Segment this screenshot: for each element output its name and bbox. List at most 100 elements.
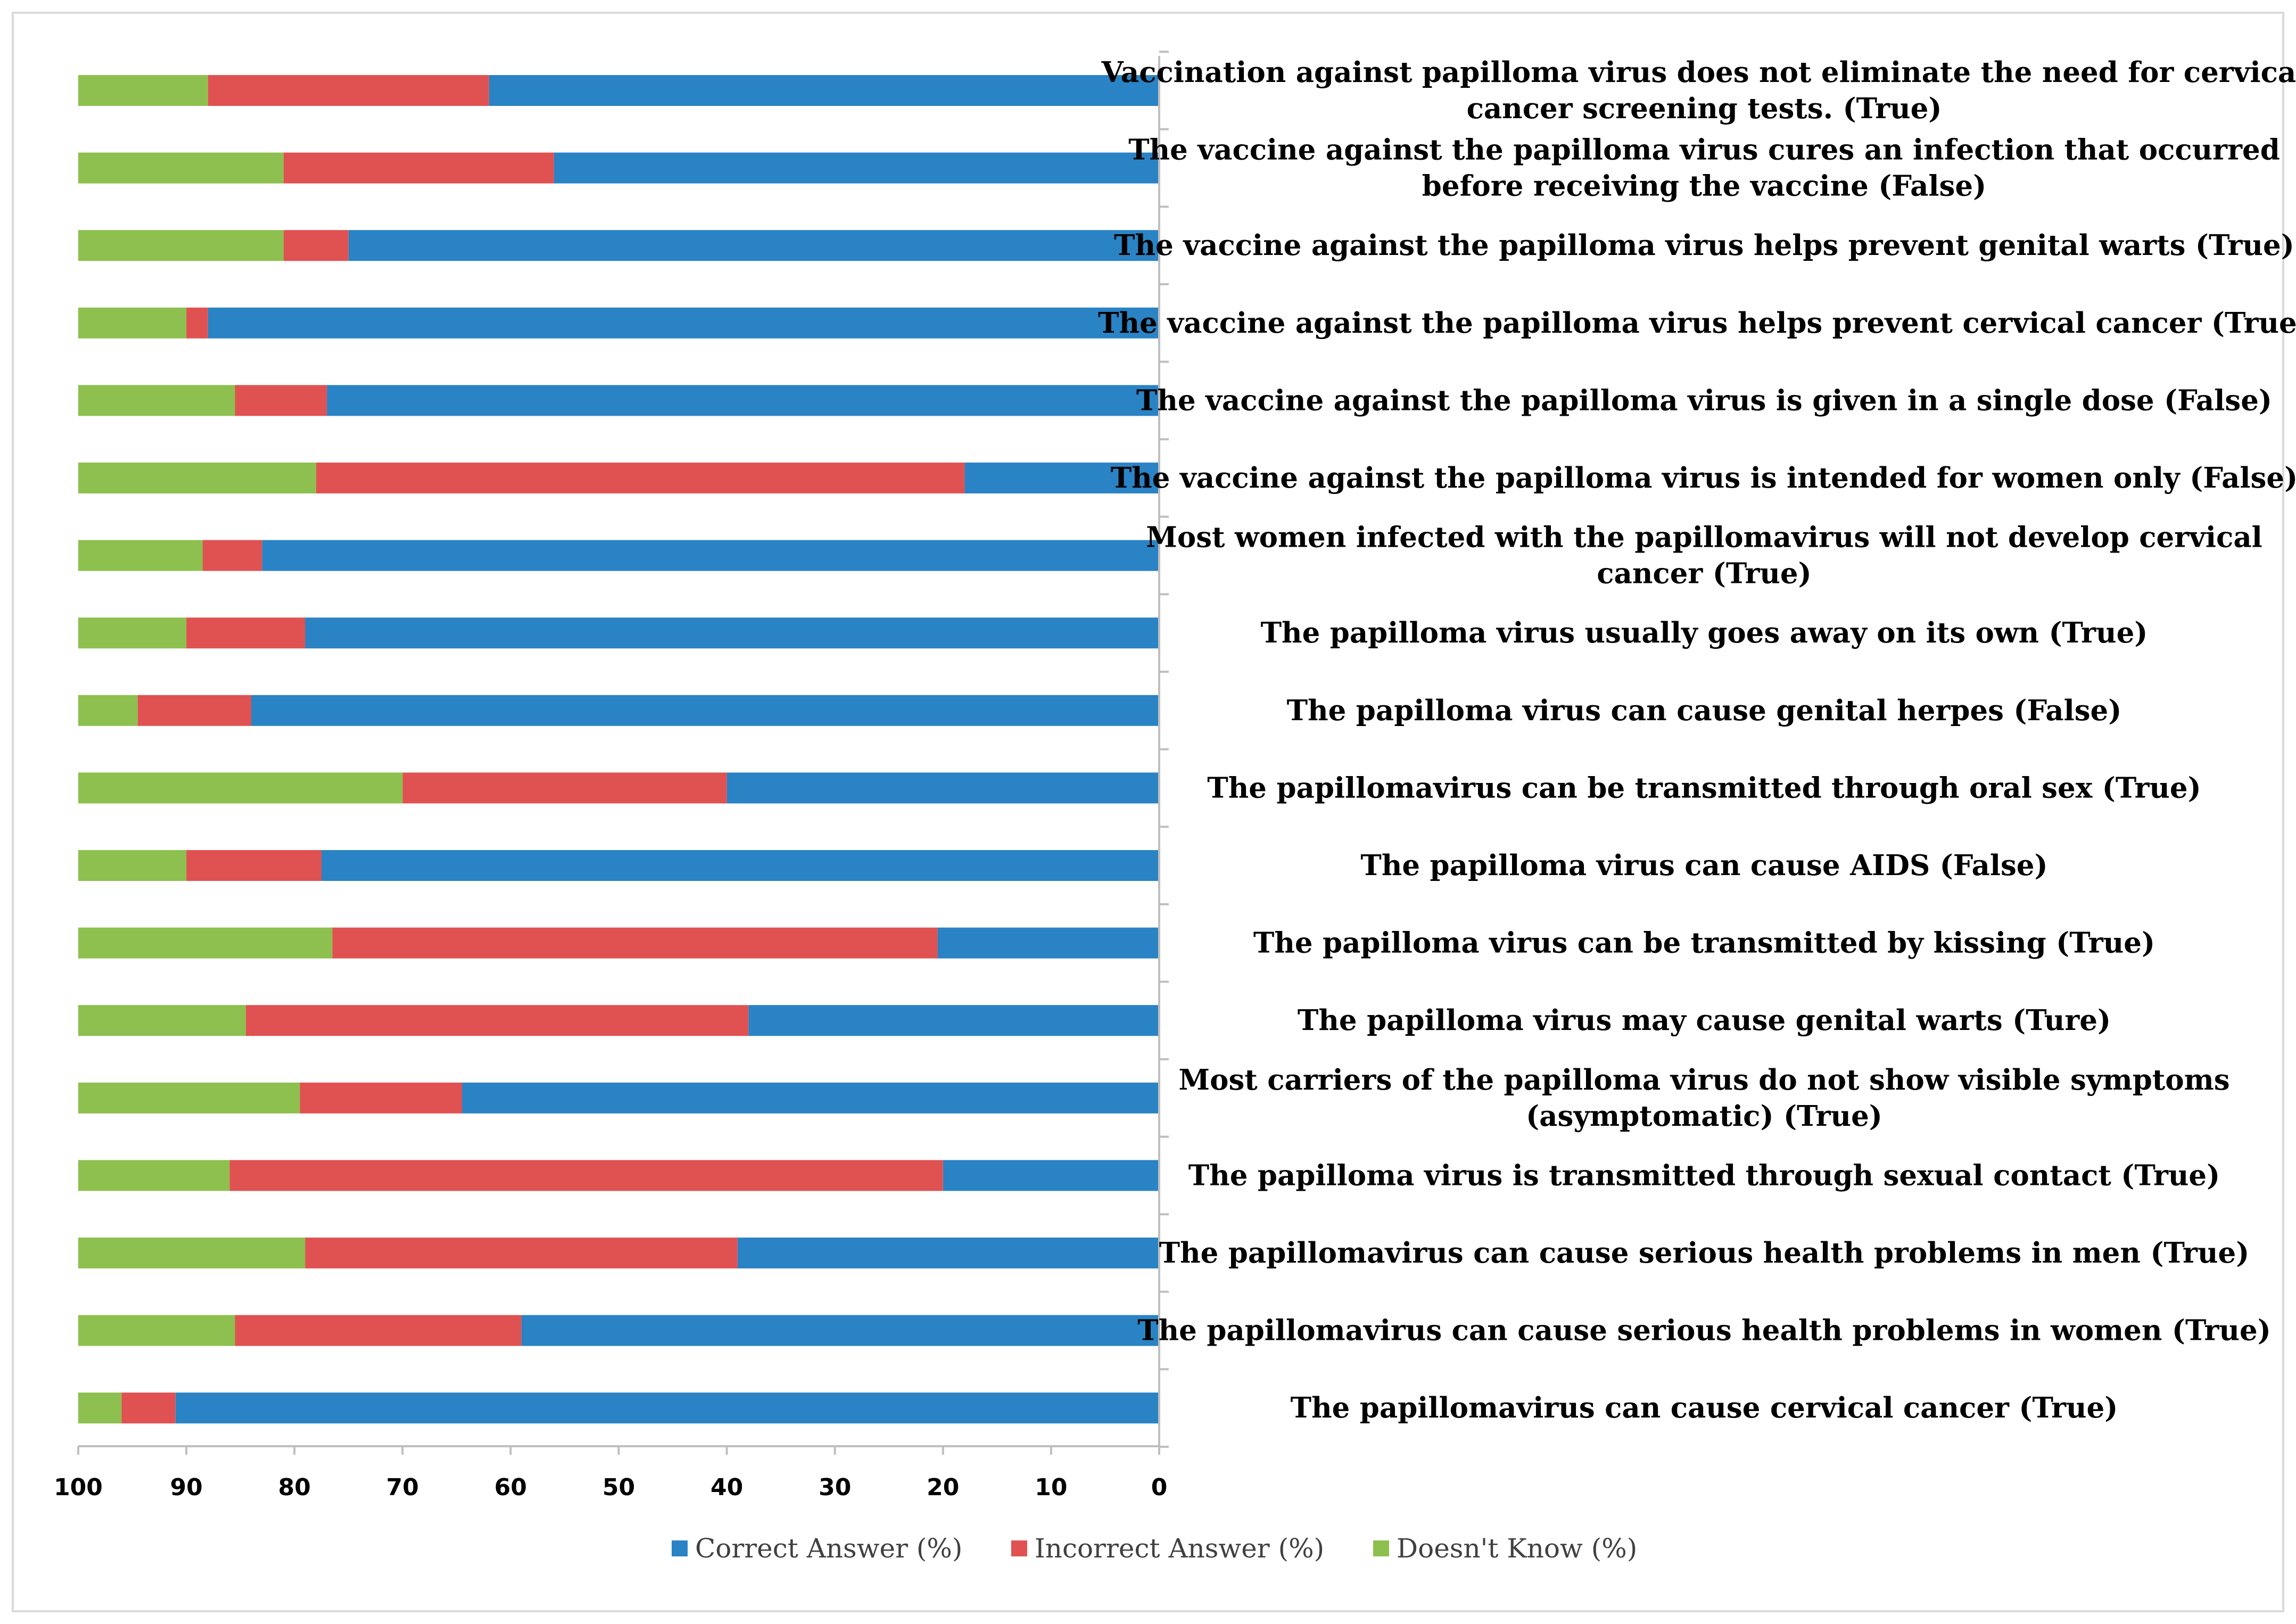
bar-segment-doesn-t-know-row-16	[78, 1238, 305, 1268]
category-label-6: The vaccine against the papilloma virus …	[1111, 461, 2296, 494]
category-label-4: The vaccine against the papilloma virus …	[1098, 307, 2296, 340]
bar-segment-doesn-t-know-row-18	[78, 1392, 122, 1424]
bar-segment-correct-answer-row-12	[937, 927, 1159, 959]
bar-segment-correct-answer-row-18	[175, 1392, 1159, 1424]
category-label-14-line-2: (asymptomatic) (True)	[1526, 1100, 1882, 1133]
legend-swatch-3	[1373, 1540, 1389, 1556]
axis-layer: 100 90 80 70 60 50 40 30 20 10 0	[54, 51, 1169, 1501]
legend: Correct Answer (%) Incorrect Answer (%) Do…	[672, 1533, 1637, 1564]
category-label-17: The papillomavirus can cause serious hea…	[1137, 1314, 2271, 1347]
category-label-7-line-2: cancer (True)	[1597, 557, 1811, 590]
bar-segment-correct-answer-row-10	[726, 772, 1159, 804]
x-tick-label-100: 100	[54, 1474, 103, 1501]
x-tick-label-40: 40	[711, 1474, 743, 1501]
bar-segment-incorrect-answer-row-16	[305, 1238, 738, 1268]
bar-segment-doesn-t-know-row-3	[78, 230, 284, 261]
bar-segment-correct-answer-row-6	[964, 463, 1159, 493]
bar-segment-incorrect-answer-row-12	[332, 927, 938, 959]
bar-segment-incorrect-answer-row-8	[186, 617, 305, 649]
bar-segment-doesn-t-know-row-4	[78, 307, 187, 339]
bar-segment-incorrect-answer-row-15	[229, 1160, 943, 1191]
category-label-18-line-1: The papillomavirus can cause cervical ca…	[1291, 1391, 2118, 1424]
category-label-11-line-1: The papilloma virus can cause AIDS (Fals…	[1360, 849, 2047, 882]
x-tick-label-80: 80	[278, 1474, 311, 1501]
bar-segment-correct-answer-row-11	[321, 850, 1159, 881]
bar-segment-incorrect-answer-row-13	[245, 1005, 749, 1036]
bar-segment-doesn-t-know-row-6	[78, 463, 316, 493]
bar-segment-incorrect-answer-row-6	[316, 463, 965, 493]
bar-segment-incorrect-answer-row-7	[202, 540, 262, 571]
bar-segment-correct-answer-row-14	[462, 1082, 1159, 1114]
category-label-6-line-1: The vaccine against the papilloma virus …	[1111, 461, 2296, 494]
bar-segment-doesn-t-know-row-7	[78, 540, 203, 571]
bar-segment-doesn-t-know-row-5	[78, 385, 235, 416]
bar-segment-correct-answer-row-16	[737, 1238, 1159, 1268]
category-label-1-line-1: Vaccination against papilloma virus does…	[1101, 56, 2296, 89]
bar-segment-correct-answer-row-9	[251, 695, 1159, 726]
bar-segment-incorrect-answer-row-4	[186, 307, 208, 339]
category-label-15: The papilloma virus is transmitted throu…	[1188, 1159, 2220, 1192]
bar-segment-doesn-t-know-row-17	[78, 1315, 235, 1346]
legend-label-3: Doesn't Know (%)	[1397, 1533, 1637, 1564]
bar-segment-doesn-t-know-row-10	[78, 772, 403, 804]
category-label-3-line-1: The vaccine against the papilloma virus …	[1114, 229, 2294, 262]
x-tick-label-10: 10	[1035, 1474, 1067, 1501]
legend-swatch-2	[1011, 1540, 1027, 1556]
x-tick-label-60: 60	[494, 1474, 527, 1501]
legend-label-1: Correct Answer (%)	[695, 1533, 962, 1564]
bar-segment-incorrect-answer-row-1	[208, 75, 489, 106]
bar-segment-correct-answer-row-5	[327, 385, 1159, 416]
bar-segment-incorrect-answer-row-3	[283, 230, 349, 261]
category-labels: Vaccination against papilloma virus does…	[1098, 56, 2296, 1424]
category-label-2-line-2: before receiving the vaccine (False)	[1422, 170, 1986, 203]
category-label-2: The vaccine against the papilloma virus …	[1128, 134, 2280, 203]
category-label-1-line-2: cancer screening tests. (True)	[1467, 92, 1942, 125]
bar-segment-incorrect-answer-row-17	[235, 1315, 522, 1346]
bar-segment-incorrect-answer-row-9	[137, 695, 251, 726]
category-label-16: The papillomavirus can cause serious hea…	[1159, 1236, 2250, 1269]
category-label-14: Most carriers of the papilloma virus do …	[1178, 1064, 2229, 1133]
bar-segment-correct-answer-row-1	[489, 75, 1159, 106]
category-label-4-line-1: The vaccine against the papilloma virus …	[1098, 307, 2296, 340]
bar-segment-doesn-t-know-row-12	[78, 927, 333, 959]
x-tick-label-20: 20	[927, 1474, 959, 1501]
category-label-8-line-1: The papilloma virus usually goes away on…	[1261, 616, 2148, 649]
category-label-8: The papilloma virus usually goes away on…	[1261, 616, 2148, 649]
category-label-18: The papillomavirus can cause cervical ca…	[1291, 1391, 2118, 1424]
bar-segment-correct-answer-row-15	[943, 1160, 1159, 1191]
category-label-12-line-1: The papilloma virus can be transmitted b…	[1253, 927, 2155, 960]
category-label-17-line-1: The papillomavirus can cause serious hea…	[1137, 1314, 2271, 1347]
bar-segment-doesn-t-know-row-8	[78, 617, 187, 649]
bar-segment-correct-answer-row-3	[348, 230, 1160, 261]
category-label-16-line-1: The papillomavirus can cause serious hea…	[1159, 1236, 2250, 1269]
category-label-10-line-1: The papillomavirus can be transmitted th…	[1207, 771, 2201, 804]
category-label-5-line-1: The vaccine against the papilloma virus …	[1136, 384, 2272, 417]
x-tick-label-0: 0	[1151, 1474, 1168, 1501]
x-tick-label-70: 70	[386, 1474, 419, 1501]
bars-layer	[78, 75, 1160, 1424]
bar-segment-correct-answer-row-13	[748, 1005, 1159, 1036]
category-label-10: The papillomavirus can be transmitted th…	[1207, 771, 2201, 804]
category-label-3: The vaccine against the papilloma virus …	[1114, 229, 2294, 262]
bar-segment-correct-answer-row-17	[521, 1315, 1160, 1346]
bar-segment-doesn-t-know-row-14	[78, 1082, 300, 1114]
category-label-15-line-1: The papilloma virus is transmitted throu…	[1188, 1159, 2220, 1192]
bar-segment-incorrect-answer-row-14	[300, 1082, 462, 1114]
bar-segment-incorrect-answer-row-5	[235, 385, 327, 416]
legend-label-2: Incorrect Answer (%)	[1035, 1533, 1324, 1564]
category-label-14-line-1: Most carriers of the papilloma virus do …	[1178, 1064, 2229, 1097]
category-label-7: Most women infected with the papillomavi…	[1146, 521, 2262, 590]
category-label-5: The vaccine against the papilloma virus …	[1136, 384, 2272, 417]
category-label-9-line-1: The papilloma virus can cause genital he…	[1287, 694, 2122, 727]
category-label-2-line-1: The vaccine against the papilloma virus …	[1128, 134, 2280, 167]
category-label-1: Vaccination against papilloma virus does…	[1101, 56, 2296, 125]
x-tick-label-50: 50	[602, 1474, 635, 1501]
x-tick-label-30: 30	[819, 1474, 851, 1501]
category-label-7-line-1: Most women infected with the papillomavi…	[1146, 521, 2262, 554]
x-tick-label-90: 90	[170, 1474, 202, 1501]
bar-segment-incorrect-answer-row-2	[283, 152, 554, 184]
bar-segment-doesn-t-know-row-15	[78, 1160, 230, 1191]
category-label-11: The papilloma virus can cause AIDS (Fals…	[1360, 849, 2047, 882]
bar-segment-correct-answer-row-7	[262, 540, 1159, 571]
